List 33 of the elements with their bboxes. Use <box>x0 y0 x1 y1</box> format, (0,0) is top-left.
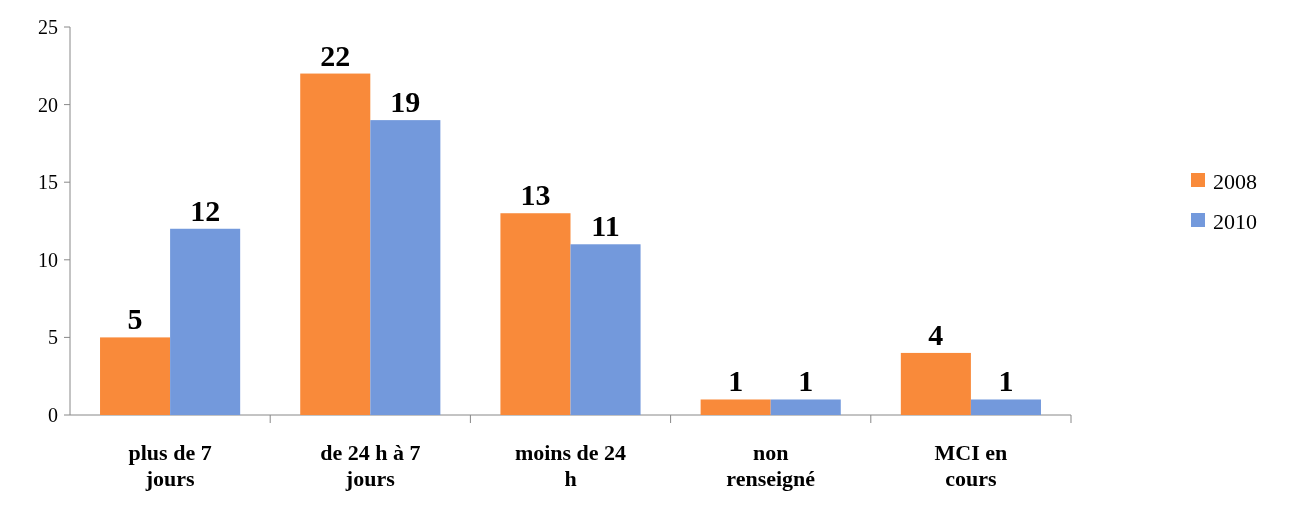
data-label: 12 <box>190 193 221 227</box>
data-label: 4 <box>928 317 944 351</box>
bar <box>570 244 641 415</box>
bar <box>970 399 1041 415</box>
x-tick-label: plus de 7 jours <box>128 440 212 491</box>
x-tick-label: de 24 h à 7 jours <box>320 440 421 491</box>
bar <box>300 73 371 415</box>
data-label: 19 <box>390 85 421 119</box>
bar <box>700 399 771 415</box>
x-tick-label: moins de 24 h <box>514 440 627 491</box>
data-label: 1 <box>728 364 744 398</box>
bar <box>500 213 571 415</box>
y-tick-label: 10 <box>38 248 58 271</box>
y-tick-label: 20 <box>38 93 58 116</box>
bar <box>770 399 841 415</box>
bar <box>370 120 441 415</box>
y-tick-label: 0 <box>48 404 58 426</box>
data-label: 5 <box>127 302 143 336</box>
y-tick-label: 5 <box>48 326 58 349</box>
x-tick-label: MCI en cours <box>934 440 1008 491</box>
bar <box>170 228 241 415</box>
data-label: 13 <box>520 178 551 212</box>
data-label: 11 <box>591 209 620 243</box>
data-label: 1 <box>798 364 814 398</box>
y-tick-label: 25 <box>38 16 58 38</box>
bar <box>900 352 971 415</box>
x-tick-label: non renseigné <box>726 440 816 491</box>
y-tick-label: 15 <box>38 171 58 194</box>
legend-label: 2008 <box>1213 168 1257 194</box>
data-label: 1 <box>998 364 1014 398</box>
legend-label: 2010 <box>1213 208 1257 234</box>
bar <box>100 337 171 415</box>
data-label: 22 <box>320 38 351 72</box>
